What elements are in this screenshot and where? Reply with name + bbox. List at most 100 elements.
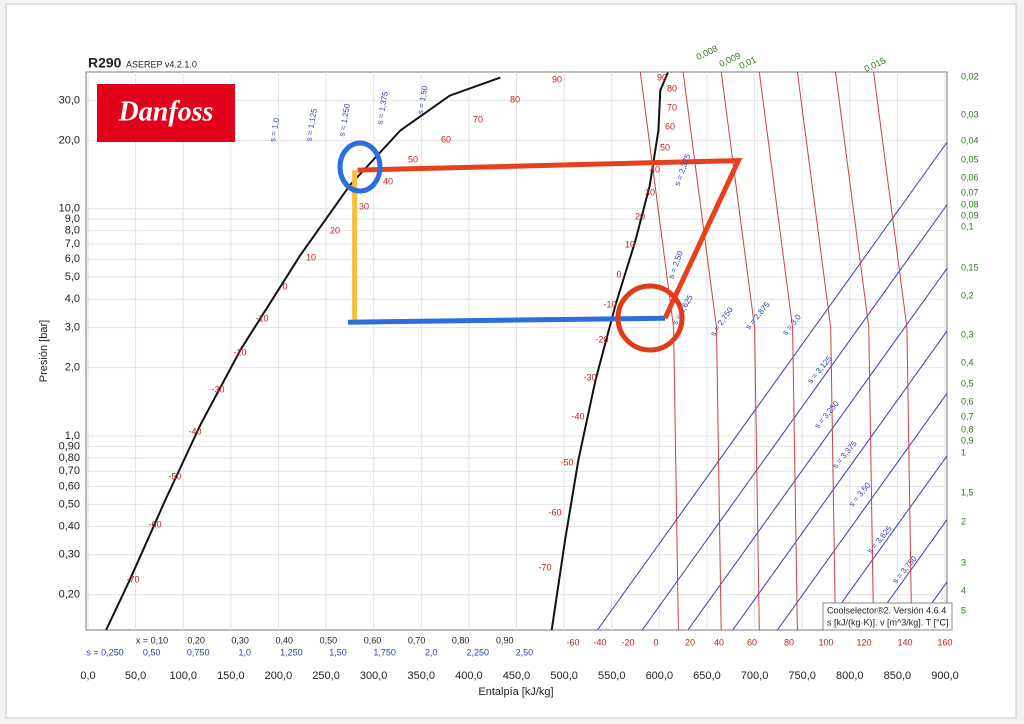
isotherm-label: -40 xyxy=(571,411,584,421)
x-tick-label: 450,0 xyxy=(503,670,531,682)
isotherm-label: 60 xyxy=(665,121,675,131)
chart-title: R290 xyxy=(88,55,122,71)
y-tick-label: 20,0 xyxy=(59,134,80,146)
curve xyxy=(821,455,947,630)
quality-label: 0,80 xyxy=(452,635,470,645)
volume-label: 0,04 xyxy=(961,135,979,145)
temperature-label: -60 xyxy=(566,637,579,647)
curve xyxy=(758,72,798,630)
volume-label: 0,07 xyxy=(961,187,979,197)
isotherm-label: -20 xyxy=(595,334,608,344)
highlight-circle xyxy=(615,283,685,353)
curve xyxy=(732,330,947,630)
curves xyxy=(105,72,947,630)
isotherm-label: 50 xyxy=(660,142,670,152)
isotherm-label: 20 xyxy=(635,211,645,221)
volume-label: 0,02 xyxy=(961,71,979,81)
x-tick-label: 350,0 xyxy=(408,670,436,682)
isotherm-label: 30 xyxy=(645,187,655,197)
isotherm-label: -60 xyxy=(148,519,161,529)
isotherm-label: 20 xyxy=(330,225,340,235)
x-tick-label: 100,0 xyxy=(169,670,197,682)
curve xyxy=(639,72,679,630)
x-tick-label: 150,0 xyxy=(217,670,245,682)
x-tick-label: 700,0 xyxy=(741,670,769,682)
chart-subtitle: ASEREP v4.2.1.0 xyxy=(126,59,197,69)
volume-label: 0,3 xyxy=(961,329,974,339)
volume-label: 0,1 xyxy=(961,221,974,231)
temperature-label: 60 xyxy=(747,637,757,647)
entropy-label: 2,0 xyxy=(425,647,438,657)
x-tick-label: 400,0 xyxy=(455,670,483,682)
curve xyxy=(550,72,669,630)
y-tick-label: 8,0 xyxy=(65,225,80,237)
curve xyxy=(873,72,913,630)
curve xyxy=(357,158,743,320)
volume-label: 0,4 xyxy=(961,357,974,367)
y-tick-label: 0,90 xyxy=(59,440,80,452)
volume-label: 0,6 xyxy=(961,396,974,406)
volume-label: 0,9 xyxy=(961,435,974,445)
volume-label: 0,08 xyxy=(961,199,979,209)
isotherm-label: -70 xyxy=(126,574,139,584)
isotherm-label: 60 xyxy=(441,134,451,144)
volume-label: 0,7 xyxy=(961,411,974,421)
y-tick-label: 0,60 xyxy=(59,480,80,492)
isotherm-label: 90 xyxy=(552,74,562,84)
isotherm-label: -60 xyxy=(548,507,561,517)
isotherm-label: -50 xyxy=(560,457,573,467)
temperature-label: 140 xyxy=(897,637,912,647)
x-axis-label: Entalpía [kJ/kg] xyxy=(478,686,553,698)
x-tick-label: 200,0 xyxy=(265,670,293,682)
curve xyxy=(641,203,947,630)
y-tick-label: 1,0 xyxy=(65,430,80,442)
isotherm-label: 10 xyxy=(625,239,635,249)
logo: Danfoss xyxy=(118,96,214,127)
curve xyxy=(720,72,760,630)
x-tick-label: 300,0 xyxy=(360,670,388,682)
volume-label: 1,5 xyxy=(961,487,974,497)
isotherm-label: 40 xyxy=(650,164,660,174)
temperature-label: 20 xyxy=(685,637,695,647)
volume-label: 2 xyxy=(961,516,966,526)
isotherm-label: 70 xyxy=(473,114,483,124)
y-tick-label: 0,50 xyxy=(59,498,80,510)
quality-label: 0,60 xyxy=(364,635,382,645)
y-tick-label: 5,0 xyxy=(65,271,80,283)
volume-label: 0,5 xyxy=(961,378,974,388)
quality-label: 0,40 xyxy=(276,635,294,645)
isotherm-label: -20 xyxy=(233,347,246,357)
temperature-label: 80 xyxy=(784,637,794,647)
isotherm-label: -70 xyxy=(538,562,551,572)
isotherm-label: -10 xyxy=(603,299,616,309)
isotherm-label: 80 xyxy=(510,94,520,104)
x-tick-label: 50,0 xyxy=(125,670,146,682)
isotherm-label: 90 xyxy=(657,72,667,82)
isotherm-label: 40 xyxy=(383,176,393,186)
y-tick-label: 0,70 xyxy=(59,465,80,477)
x-tick-label: 850,0 xyxy=(884,670,912,682)
x-tick-label: 500,0 xyxy=(550,670,578,682)
y-tick-label: 0,20 xyxy=(59,589,80,601)
temperature-label: 40 xyxy=(714,637,724,647)
curve xyxy=(835,72,875,630)
quality-label: 0,50 xyxy=(320,635,338,645)
y-tick-label: 0,30 xyxy=(59,549,80,561)
y-tick-label: 9,0 xyxy=(65,213,80,225)
isotherm-label: 0 xyxy=(616,269,621,279)
entropy-label: 1,0 xyxy=(239,647,252,657)
volume-label: 0,2 xyxy=(961,290,974,300)
temperature-label: 160 xyxy=(937,637,952,647)
volume-label: 0,06 xyxy=(961,172,979,182)
volume-label: 3 xyxy=(961,557,966,567)
entropy-label: s = 0,250 xyxy=(86,647,123,657)
volume-label: 4 xyxy=(961,585,966,595)
temperature-label: 100 xyxy=(818,637,833,647)
curve xyxy=(687,267,947,630)
quality-label: 0,90 xyxy=(496,635,514,645)
x-tick-label: 0,0 xyxy=(80,670,95,682)
isotherm-label: -30 xyxy=(583,372,596,382)
entropy-label: 0,750 xyxy=(187,647,210,657)
curve xyxy=(347,315,666,325)
